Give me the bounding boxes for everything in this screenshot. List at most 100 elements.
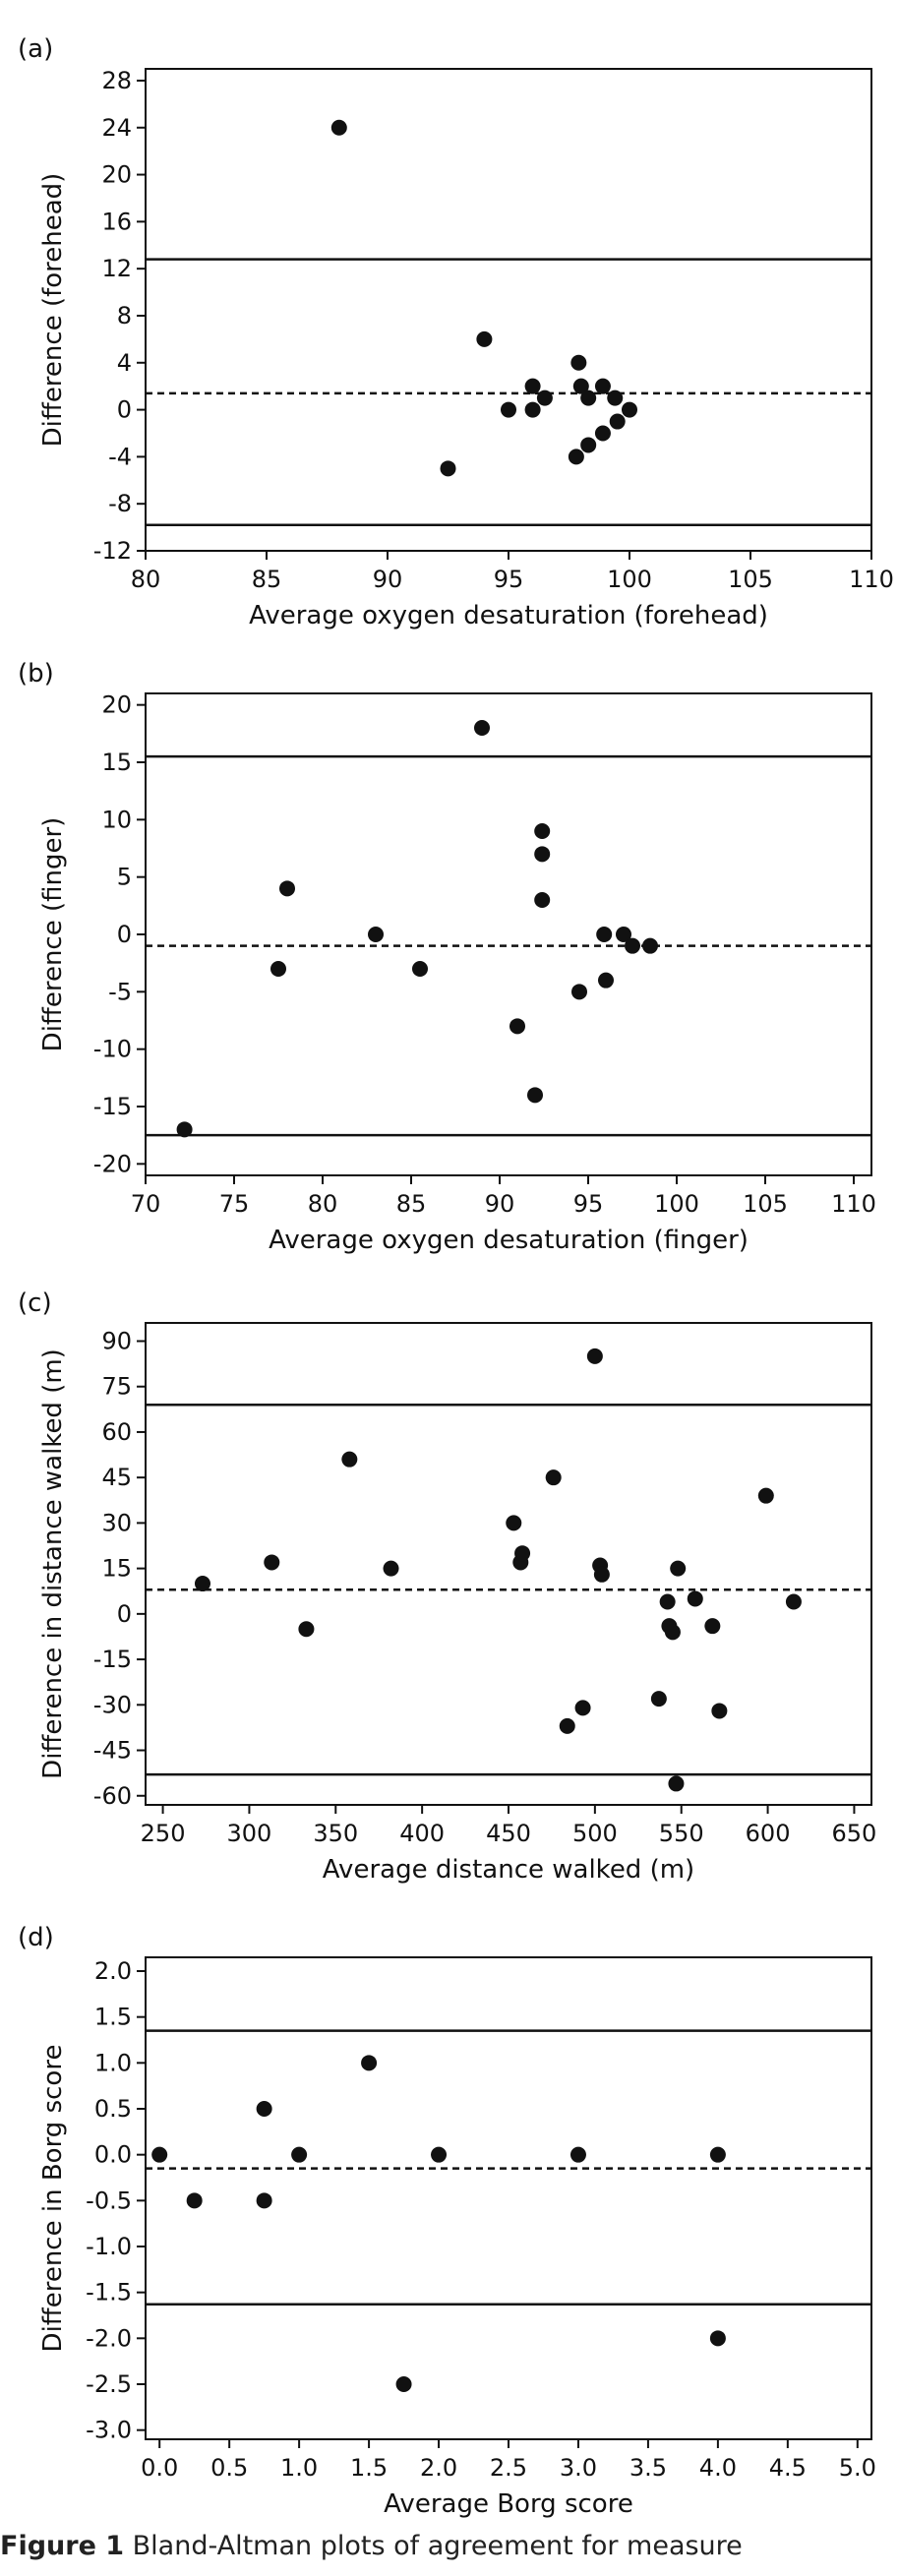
x-tick-label: 400 bbox=[399, 1820, 445, 1847]
data-point bbox=[536, 389, 553, 406]
x-axis-title: Average Borg score bbox=[384, 2489, 633, 2518]
data-point bbox=[757, 1487, 774, 1504]
data-point bbox=[476, 330, 493, 347]
x-tick-label: 100 bbox=[654, 1190, 699, 1218]
panel-label: (a) bbox=[18, 34, 53, 64]
data-point bbox=[341, 1451, 358, 1468]
y-tick-label: 20 bbox=[101, 161, 132, 189]
y-tick-label: -30 bbox=[93, 1691, 132, 1718]
data-point bbox=[534, 892, 551, 908]
data-point bbox=[291, 2146, 308, 2163]
x-tick-label: 4.0 bbox=[699, 2454, 737, 2482]
y-tick-label: 0.5 bbox=[94, 2095, 132, 2123]
y-tick-label: 8 bbox=[117, 302, 132, 329]
x-tick-label: 2.5 bbox=[490, 2454, 527, 2482]
data-point bbox=[514, 1545, 531, 1562]
plot-frame bbox=[145, 68, 872, 552]
data-point bbox=[509, 1018, 525, 1035]
x-tick-label: 85 bbox=[396, 1190, 427, 1218]
panel-d: (d) 0.0 0.5 1.0 1.5 2.0 2.5 3.0 3.5 4.0 4.5 5.0 -3.0… bbox=[18, 1923, 876, 2518]
data-point bbox=[709, 2146, 726, 2163]
x-tick-label: 0.0 bbox=[141, 2454, 178, 2482]
x-tick-label: 95 bbox=[494, 566, 524, 593]
y-tick-label: 15 bbox=[101, 749, 132, 776]
y-axis-title: Difference (finger) bbox=[38, 817, 68, 1052]
x-tick-label: 75 bbox=[219, 1190, 250, 1218]
panel-label: (b) bbox=[18, 659, 54, 689]
data-point bbox=[580, 437, 597, 453]
x-tick-label: 1.0 bbox=[280, 2454, 318, 2482]
y-tick-label: -10 bbox=[93, 1036, 132, 1063]
data-point bbox=[559, 1717, 575, 1734]
y-tick-label: 0 bbox=[117, 921, 132, 948]
x-tick-label: 250 bbox=[141, 1820, 186, 1847]
data-point bbox=[569, 2146, 586, 2163]
data-point bbox=[650, 1691, 667, 1707]
panel-a: (a) 80 85 90 95 100 105 110 -12 -8 -4 0 4 8 12 16 20 24 28… bbox=[18, 34, 894, 630]
data-point bbox=[506, 1515, 522, 1531]
x-tick-label: 110 bbox=[831, 1190, 876, 1218]
y-tick-label: 0 bbox=[117, 396, 132, 424]
y-tick-label: 45 bbox=[101, 1464, 132, 1491]
panel-label: (c) bbox=[18, 1288, 52, 1318]
data-point bbox=[568, 449, 584, 465]
x-axis-title: Average distance walked (m) bbox=[323, 1855, 694, 1885]
y-tick-label: 60 bbox=[101, 1418, 132, 1446]
data-point bbox=[501, 401, 516, 418]
plot-frame bbox=[145, 1322, 872, 1806]
panel-c: (c)250 300 350 400 450 500 550 600 650-60-45-30-… bbox=[18, 1288, 876, 1885]
figure-caption-label: Figure 1 bbox=[0, 2531, 125, 2561]
data-point bbox=[670, 1560, 687, 1577]
data-point bbox=[625, 937, 640, 954]
data-point bbox=[687, 1590, 703, 1607]
x-tick-label: 105 bbox=[728, 566, 773, 593]
data-point bbox=[711, 1703, 728, 1719]
data-point bbox=[668, 1775, 685, 1792]
y-tick-label: -45 bbox=[93, 1737, 132, 1765]
y-tick-label: -20 bbox=[93, 1150, 132, 1177]
x-tick-label: 500 bbox=[572, 1820, 618, 1847]
y-tick-label: 1.5 bbox=[94, 2004, 132, 2031]
data-point bbox=[598, 972, 614, 988]
data-point bbox=[368, 927, 384, 942]
x-tick-label: 105 bbox=[743, 1190, 788, 1218]
data-point bbox=[594, 378, 611, 394]
y-tick-label: 15 bbox=[101, 1555, 132, 1583]
x-tick-label: 350 bbox=[313, 1820, 358, 1847]
data-point bbox=[383, 1560, 399, 1577]
panel-label: (d) bbox=[18, 1923, 54, 1952]
data-point bbox=[571, 984, 587, 1000]
data-point bbox=[330, 119, 347, 136]
x-tick-label: 650 bbox=[832, 1820, 877, 1847]
y-tick-label: -3.0 bbox=[86, 2417, 132, 2444]
y-tick-label: -1.0 bbox=[86, 2233, 132, 2260]
y-tick-label: -12 bbox=[93, 537, 132, 565]
x-tick-label: 90 bbox=[485, 1190, 515, 1218]
y-tick-label: -8 bbox=[108, 490, 132, 517]
x-tick-label: 450 bbox=[486, 1820, 531, 1847]
data-point bbox=[545, 1469, 562, 1486]
x-tick-label: 100 bbox=[607, 566, 652, 593]
data-point bbox=[580, 389, 597, 406]
data-point bbox=[440, 460, 456, 477]
data-point bbox=[176, 1121, 193, 1138]
y-tick-label: -1.5 bbox=[86, 2279, 132, 2306]
data-point bbox=[574, 1700, 591, 1716]
x-tick-label: 3.0 bbox=[560, 2454, 597, 2482]
x-tick-label: 300 bbox=[227, 1820, 272, 1847]
data-point bbox=[256, 2192, 272, 2209]
y-tick-label: -15 bbox=[93, 1646, 132, 1673]
x-tick-label: 4.5 bbox=[769, 2454, 807, 2482]
data-point bbox=[594, 425, 611, 442]
data-point bbox=[570, 354, 587, 371]
data-point bbox=[785, 1593, 802, 1610]
y-tick-label: 12 bbox=[101, 255, 132, 282]
data-point bbox=[616, 927, 631, 942]
x-tick-label: 2.0 bbox=[420, 2454, 457, 2482]
y-tick-label: -0.5 bbox=[86, 2187, 132, 2214]
x-axis-title: Average oxygen desaturation (finger) bbox=[269, 1226, 749, 1255]
y-tick-label: 5 bbox=[117, 864, 132, 891]
data-point bbox=[642, 937, 658, 954]
data-point bbox=[395, 2376, 412, 2392]
y-tick-label: 75 bbox=[101, 1373, 132, 1401]
